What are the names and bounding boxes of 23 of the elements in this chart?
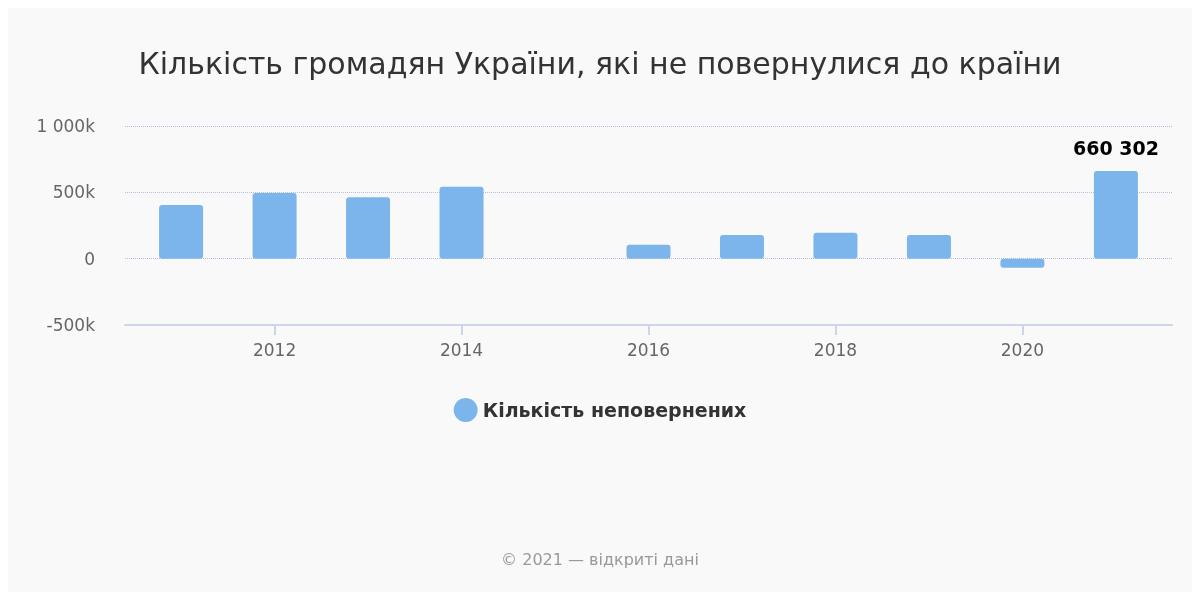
bar	[439, 186, 484, 259]
x-tick-label: 2012	[252, 339, 297, 360]
bar	[1093, 171, 1138, 259]
y-tick-label: 1 000k	[36, 116, 96, 136]
bar	[1000, 258, 1045, 268]
bar	[906, 234, 951, 259]
data-label: 660 302	[1072, 136, 1159, 159]
bar	[252, 193, 297, 259]
y-tick-label: 0	[84, 248, 95, 269]
y-tick-label: -500k	[46, 315, 96, 335]
text: © 2021 — відкриті дані	[501, 549, 699, 569]
y-tick-label: 500k	[52, 182, 96, 203]
bar	[626, 244, 671, 259]
chart-title: Кількість громадян України, які не повернулися до країни	[138, 45, 1062, 81]
x-tick-label: 2020	[1000, 339, 1045, 360]
x-tick-label: 2018	[813, 339, 858, 360]
bar	[159, 204, 204, 259]
x-tick-label: 2014	[439, 339, 484, 360]
bar	[719, 234, 764, 259]
bar	[813, 232, 858, 259]
x-tick-label: 2016	[626, 339, 671, 360]
bar	[346, 197, 391, 259]
legend-label: Кількість неповернених	[482, 399, 747, 421]
